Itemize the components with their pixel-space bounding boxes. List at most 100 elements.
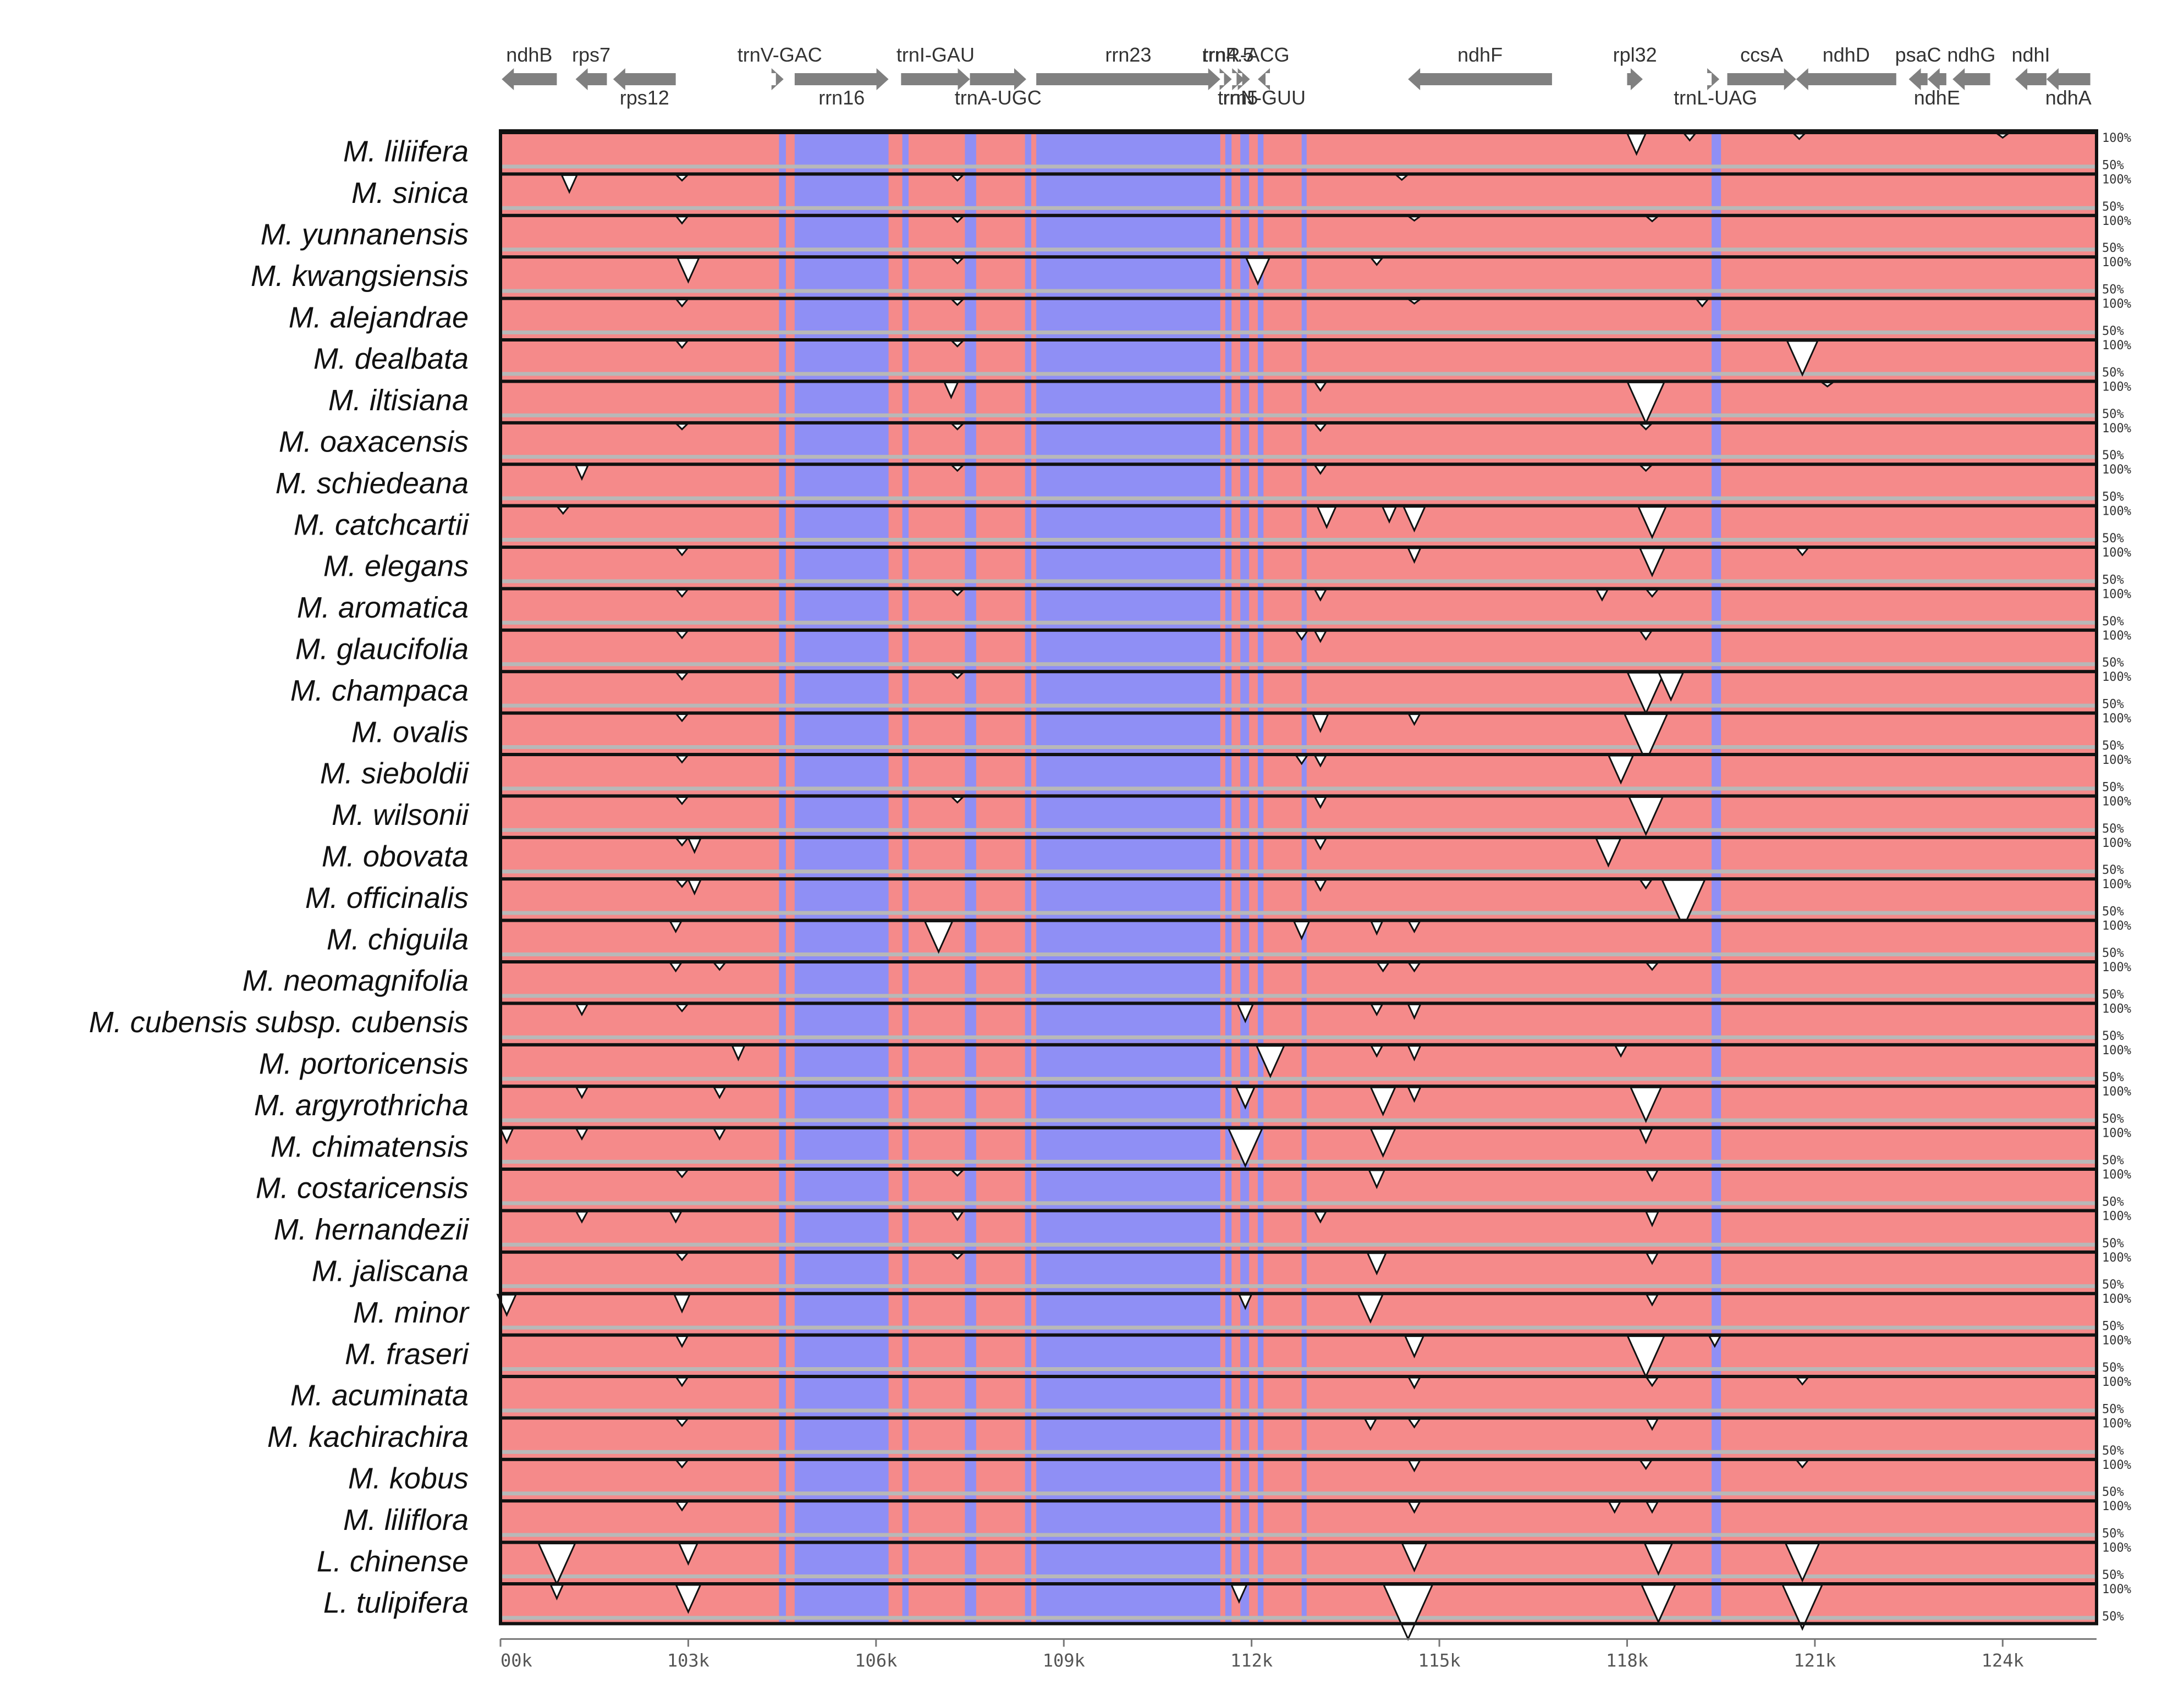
conservation-dip-0 — [537, 1543, 576, 1586]
row-100-line — [500, 296, 2097, 300]
exon-region-8 — [1258, 1457, 1264, 1500]
row-100-line — [500, 877, 2097, 881]
plot-frame — [499, 129, 2098, 1626]
gene-arrow-ndhb — [502, 68, 557, 90]
exon-region-7 — [1240, 255, 1250, 297]
percent-label-50: 50% — [2102, 1029, 2124, 1043]
conservation-dip-3 — [1594, 838, 1622, 868]
row-50-line — [500, 247, 2097, 252]
x-tick-label-2: 106k — [855, 1650, 897, 1671]
row-50-line — [500, 745, 2097, 749]
exon-region-4 — [1025, 338, 1032, 380]
exon-region-4 — [1025, 1416, 1032, 1458]
conservation-dip-1 — [950, 299, 965, 306]
row-50-line — [500, 1616, 2097, 1620]
exon-region-4 — [1025, 255, 1032, 297]
exon-region-9 — [1301, 1540, 1307, 1582]
exon-region-9 — [1301, 1209, 1307, 1251]
row-50-line — [500, 331, 2097, 334]
conservation-dip-4 — [1407, 1003, 1422, 1020]
species-row-m-liliflora: M. liliflora 100% 50% — [343, 1499, 2131, 1541]
row-100-line — [500, 587, 2097, 591]
exon-region-7 — [1240, 1209, 1250, 1251]
exon-region-8 — [1258, 379, 1264, 421]
exon-region-7 — [1240, 711, 1250, 753]
exon-region-0 — [779, 213, 786, 256]
species-label: M. acuminata — [290, 1379, 469, 1412]
exon-region-0 — [779, 504, 786, 546]
gene-label-rpl32: rpl32 — [1613, 43, 1657, 66]
exon-region-6 — [1225, 1001, 1232, 1043]
exon-region-7 — [1240, 670, 1250, 712]
conservation-dip-3 — [1369, 1003, 1384, 1016]
conservation-dip-3 — [1369, 257, 1384, 266]
exon-region-10 — [1712, 587, 1721, 629]
conservation-dip-3 — [1657, 671, 1685, 702]
species-row-m-portoricensis: M. portoricensis 100% 50% — [259, 1043, 2131, 1085]
conservation-dip-0 — [674, 671, 690, 681]
row-100-line — [500, 1375, 2097, 1378]
conservation-dip-1 — [1404, 1335, 1425, 1359]
conservation-dip-2 — [1376, 962, 1390, 973]
row-50-line — [500, 1491, 2097, 1496]
exon-region-9 — [1301, 753, 1307, 795]
gene-label-ndhi: ndhI — [2011, 43, 2050, 66]
gene-label-rps7: rps7 — [572, 43, 610, 66]
exon-region-8 — [1258, 1084, 1264, 1126]
species-row-m-minor: M. minor 100% 50% — [353, 1292, 2131, 1334]
row-100-line — [500, 628, 2097, 632]
exon-region-3 — [965, 462, 976, 504]
conservation-dip-2 — [1313, 796, 1328, 809]
row-100-line — [500, 1457, 2097, 1461]
percent-label-50: 50% — [2102, 158, 2124, 172]
exon-region-7 — [1240, 172, 1250, 214]
gene-label-trnl-uag: trnL-UAG — [1674, 86, 1757, 109]
conservation-dip-3 — [1645, 1418, 1659, 1431]
percent-label-100: 100% — [2102, 131, 2131, 145]
conservation-dip-1 — [950, 1169, 965, 1177]
exon-region-6 — [1225, 960, 1232, 1002]
conservation-dip-4 — [1784, 1543, 1820, 1583]
exon-region-7 — [1240, 131, 1250, 173]
conservation-dip-1 — [1682, 133, 1697, 142]
exon-region-4 — [1025, 877, 1032, 919]
conservation-dip-1 — [1311, 713, 1329, 733]
exon-region-0 — [779, 462, 786, 504]
exon-region-0 — [779, 255, 786, 297]
percent-label-100: 100% — [2102, 919, 2131, 933]
conservation-dip-3 — [1407, 1045, 1422, 1062]
row-100-line — [500, 1582, 2097, 1585]
exon-region-8 — [1258, 421, 1264, 463]
exon-region-2 — [902, 546, 909, 587]
percent-label-100: 100% — [2102, 961, 2131, 974]
species-row-m-iltisiana: M. iltisiana 100% 50% — [328, 379, 2131, 425]
conservation-dip-0 — [674, 838, 690, 847]
row-100-line — [500, 338, 2097, 342]
exon-region-3 — [965, 587, 976, 629]
row-100-line — [500, 172, 2097, 176]
exon-region-0 — [779, 628, 786, 670]
exon-region-0 — [779, 835, 786, 878]
conservation-dip-3 — [1795, 1376, 1810, 1386]
conservation-dip-3 — [1313, 1210, 1328, 1224]
conservation-dip-3 — [1394, 174, 1410, 181]
row-50-line — [500, 1533, 2097, 1537]
species-label: M. liliflora — [343, 1504, 469, 1537]
conservation-dip-1 — [674, 1584, 702, 1614]
exon-region-8 — [1258, 1540, 1264, 1582]
exon-region-4 — [1025, 835, 1032, 878]
exon-region-10 — [1712, 1582, 1721, 1624]
species-row-m-schiedeana: M. schiedeana 100% 50% — [276, 462, 2131, 504]
conservation-dip-1 — [674, 1003, 690, 1013]
percent-label-50: 50% — [2102, 822, 2124, 836]
conservation-dip-4 — [1644, 588, 1660, 598]
exon-region-0 — [779, 296, 786, 338]
exon-region-10 — [1712, 1168, 1721, 1209]
exon-region-10 — [1712, 753, 1721, 795]
exon-region-4 — [1025, 587, 1032, 629]
percent-label-100: 100% — [2102, 878, 2131, 891]
row-100-line — [500, 1333, 2097, 1337]
exon-region-4 — [1025, 1499, 1032, 1541]
exon-region-9 — [1301, 546, 1307, 587]
exon-region-10 — [1712, 504, 1721, 546]
